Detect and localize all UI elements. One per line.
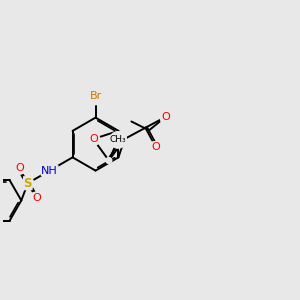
Text: O: O (161, 112, 170, 122)
Text: O: O (152, 142, 160, 152)
Circle shape (31, 192, 42, 204)
Circle shape (106, 158, 112, 164)
Circle shape (22, 177, 34, 189)
Circle shape (14, 163, 25, 174)
Circle shape (87, 133, 100, 146)
Text: NH: NH (41, 166, 58, 176)
Text: CH₃: CH₃ (110, 135, 126, 144)
Text: Br: Br (89, 92, 102, 101)
Text: S: S (24, 177, 32, 190)
Circle shape (87, 88, 104, 105)
Text: O: O (15, 164, 24, 173)
Circle shape (160, 112, 171, 122)
Circle shape (150, 142, 161, 152)
Circle shape (110, 132, 126, 148)
Text: O: O (32, 193, 41, 203)
Circle shape (41, 162, 58, 179)
Text: O: O (89, 134, 98, 144)
